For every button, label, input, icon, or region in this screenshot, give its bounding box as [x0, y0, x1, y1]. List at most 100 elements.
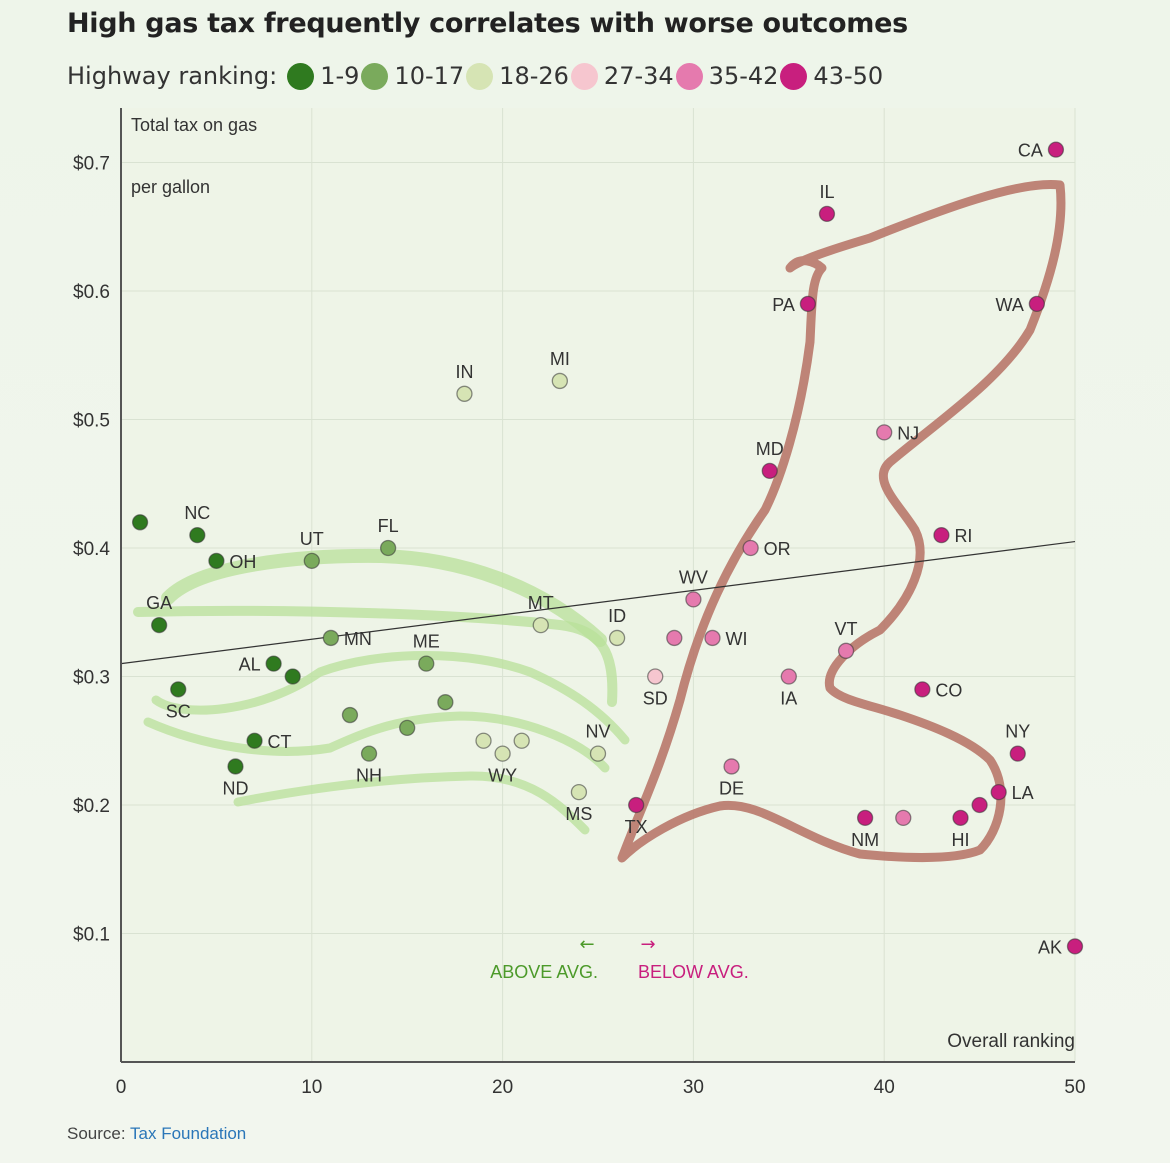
source-note: Source: Tax Foundation: [67, 1124, 246, 1144]
x-tick-label: 50: [1064, 1077, 1085, 1098]
data-point: [761, 462, 778, 480]
data-point: [608, 629, 626, 647]
legend-item-label: 18-26: [499, 62, 569, 90]
data-point: [418, 655, 435, 672]
data-point-label: AK: [1038, 937, 1062, 957]
data-point: [856, 809, 874, 826]
data-point: [1047, 141, 1065, 158]
plot-background: [121, 108, 1075, 1062]
y-tick-label: $0.5: [73, 411, 110, 432]
data-point: [666, 629, 683, 647]
data-point-label: MD: [756, 439, 784, 459]
data-point-label: HI: [952, 830, 970, 850]
data-point: [513, 732, 530, 749]
data-point-label: NM: [851, 830, 879, 850]
data-point: [1009, 745, 1026, 762]
green-scribbles: [133, 548, 630, 835]
data-points: NC OH UT FL IN MI GA AL MN ME MT ID SC CT ND NH WY MS NV TX…: [131, 141, 1084, 957]
legend-label: Highway ranking:: [67, 62, 278, 90]
data-point-label: OR: [764, 539, 791, 559]
y-ticks: $0.1 $0.2 $0.3 $0.4 $0.5 $0.6 $0.7: [73, 154, 110, 946]
data-point-label: NV: [585, 722, 610, 742]
data-point-label: IL: [819, 182, 834, 202]
data-point-label: IA: [780, 689, 797, 709]
legend-swatch: [570, 62, 598, 90]
green-scribble: [161, 548, 607, 647]
data-point-label: MI: [550, 349, 570, 369]
data-point-label: ND: [222, 778, 248, 798]
x-axis-label: Overall ranking: [947, 1031, 1075, 1052]
data-point: [208, 552, 225, 569]
y-tick-label: $0.7: [73, 154, 110, 175]
legend-swatch: [780, 62, 808, 90]
data-point-label: NH: [356, 766, 382, 786]
data-point-label: CA: [1018, 141, 1043, 161]
data-point: [456, 385, 473, 402]
data-point: [895, 809, 912, 826]
legend-item-label: 27-34: [603, 62, 674, 90]
source-label: Source:: [67, 1124, 126, 1143]
data-point-label: UT: [300, 529, 324, 549]
data-point: [151, 616, 168, 634]
data-point: [1066, 938, 1084, 955]
data-point: [876, 424, 893, 441]
data-point-label: ID: [608, 606, 626, 626]
green-scribble: [143, 711, 610, 773]
data-point-label: MT: [528, 593, 554, 613]
data-point: [189, 527, 206, 544]
data-point: [990, 784, 1007, 801]
green-scribble: [133, 605, 618, 707]
data-point-label: MS: [565, 804, 592, 824]
data-point: [227, 758, 244, 775]
data-point: [532, 616, 549, 634]
legend-item-18-26: 18-26: [466, 62, 569, 90]
data-point: [475, 732, 492, 749]
legend-item-10-17: 10-17: [361, 62, 464, 90]
data-point: [303, 552, 320, 569]
data-point-label: MN: [344, 629, 372, 649]
source-link[interactable]: Tax Foundation: [130, 1124, 247, 1143]
legend-swatch: [361, 62, 389, 90]
data-point: [322, 629, 340, 647]
data-point-label: WY: [488, 766, 517, 786]
green-scribble: [151, 651, 630, 745]
data-point-label: CT: [268, 732, 292, 752]
data-point-label: PA: [772, 295, 795, 315]
data-point-label: RI: [954, 526, 972, 546]
data-point-label: SD: [643, 689, 668, 709]
x-tick-label: 40: [874, 1077, 895, 1098]
legend-item-43-50: 43-50: [780, 62, 883, 90]
above-avg-label: ABOVE AVG.: [490, 962, 598, 982]
data-point-label: CO: [935, 680, 962, 700]
data-point: [246, 732, 263, 749]
data-point: [265, 655, 282, 672]
data-point: [1028, 295, 1045, 313]
data-point: [437, 694, 454, 711]
data-point-label: AL: [239, 655, 261, 675]
data-point: [589, 745, 607, 762]
above-avg-arrow: ←: [579, 934, 594, 955]
data-point: [971, 796, 988, 814]
data-point-label: WA: [996, 295, 1024, 315]
green-scribble: [233, 771, 590, 835]
y-tick-label: $0.2: [73, 796, 110, 817]
x-tick-label: 20: [492, 1077, 513, 1098]
data-point: [933, 527, 950, 544]
data-point-label: VT: [835, 619, 858, 639]
data-point-label: WI: [725, 629, 747, 649]
legend-swatch: [287, 62, 315, 90]
legend-swatch: [675, 62, 703, 90]
data-point-label: LA: [1012, 783, 1034, 803]
data-point: [570, 784, 588, 801]
data-point-label: GA: [146, 593, 172, 613]
grid: [121, 108, 1076, 1062]
data-point-label: ME: [413, 632, 440, 652]
data-point-label: WV: [679, 567, 708, 587]
x-ticks: 0 10 20 30 40 50: [116, 1077, 1086, 1098]
trendline: [120, 540, 1076, 665]
legend: Highway ranking: 1-9 10-17 18-26 27-34 3…: [67, 62, 885, 90]
data-point: [818, 205, 836, 223]
data-point-label: DE: [719, 778, 744, 798]
data-point-label: NC: [184, 503, 210, 523]
